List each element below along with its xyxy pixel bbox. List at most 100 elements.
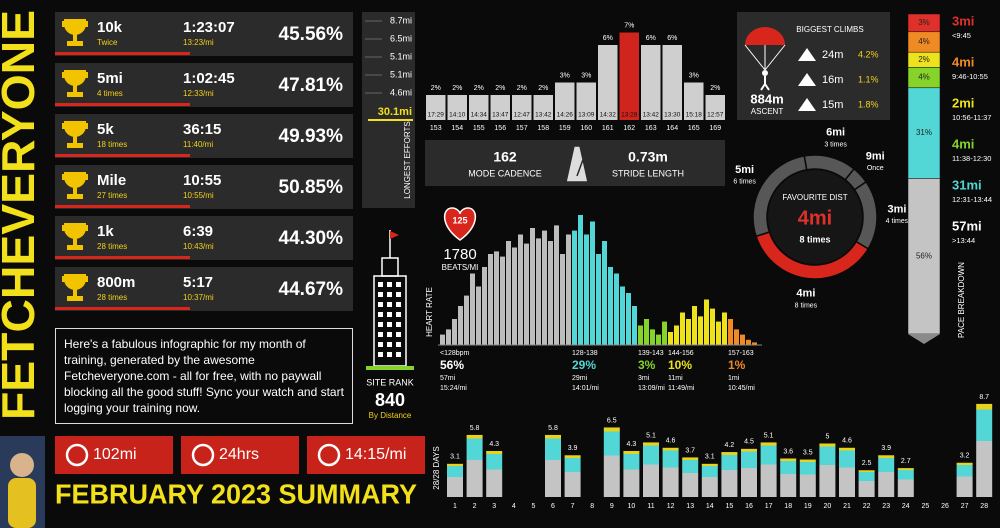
building-window (396, 292, 401, 297)
total-value: 14:15/mi (345, 446, 406, 463)
day-bar (799, 459, 816, 497)
pace-pct: 56% (916, 251, 932, 260)
record-underline (55, 205, 190, 208)
record-pace: 10:37/mi (183, 293, 214, 302)
climb-height: 16m (822, 74, 843, 86)
trophy-cup (62, 223, 88, 239)
day-bar (643, 442, 659, 497)
site-rank-label: SITE RANK (366, 377, 414, 387)
cadence-bar (576, 82, 596, 120)
building-window (378, 352, 383, 357)
building-window (396, 342, 401, 347)
building-window (396, 312, 401, 317)
zone-pace: 11:49/mi (668, 385, 695, 392)
day-label: 9 (610, 503, 614, 510)
zone-pct: 29% (572, 358, 596, 372)
building-window (378, 322, 383, 327)
ascent-value: 884m (750, 91, 783, 106)
heart-rate-bar (566, 234, 571, 345)
day-label: 13 (686, 503, 694, 510)
building-window (378, 342, 383, 347)
zone-pace: 13:09/mi (638, 385, 665, 392)
donut-distance: 6mi (826, 127, 845, 139)
favourite-title: FAVOURITE DIST (782, 193, 847, 202)
trophy-stem (73, 34, 77, 41)
building-window (396, 332, 401, 337)
heart-rate-bar (674, 325, 679, 345)
day-value: 3.7 (685, 447, 695, 454)
heart-rate-bar (512, 247, 517, 345)
pace-range: 9:46-10:55 (952, 72, 988, 81)
record-percent: 47.81% (279, 75, 344, 96)
record-name: 5mi (97, 70, 123, 87)
day-value: 5 (825, 433, 829, 440)
pace-column-base (908, 334, 940, 344)
day-bar (721, 452, 738, 497)
day-bar (545, 434, 561, 497)
record-name: 5k (97, 121, 114, 138)
climb-height: 24m (822, 49, 843, 61)
heart-rate-bar (500, 256, 505, 345)
record-time: 10:55 (183, 172, 221, 189)
effort-axis-label: LONGEST EFFORTS (403, 121, 412, 199)
cadence-pace: 13:42 (643, 112, 660, 119)
trophy-base (67, 296, 83, 301)
cadence-bpm: 164 (666, 125, 678, 132)
day-label: 12 (667, 503, 675, 510)
cadence-pace: 14:32 (600, 112, 617, 119)
pace-range: 10:56-11:37 (952, 113, 991, 122)
building-window (378, 302, 383, 307)
cadence-bpm: 161 (602, 125, 614, 132)
heart-rate-bar (686, 319, 691, 345)
day-value: 4.5 (744, 439, 754, 446)
total-box (181, 436, 299, 474)
climb-grade: 4.2% (858, 49, 879, 59)
trophy-icon (62, 19, 88, 46)
record-pace: 10:43/mi (183, 242, 214, 251)
cadence-bar (555, 82, 575, 120)
zone-pct: 3% (638, 358, 656, 372)
record-count: 4 times (97, 89, 123, 98)
trophy-cup (62, 274, 88, 290)
heart-rate-bar (632, 306, 637, 345)
day-bar (701, 463, 718, 497)
favourite-distance: 4mi (798, 207, 832, 229)
heart-rate-bar (476, 286, 481, 345)
pace-range: 12:31-13:44 (952, 195, 992, 204)
donut-distance: 3mi (887, 203, 906, 215)
building-window (378, 292, 383, 297)
day-label: 22 (863, 503, 871, 510)
cadence-pct: 6% (603, 35, 613, 42)
heart-rate-bar (614, 273, 619, 345)
heart-rate-bar (650, 329, 655, 345)
heart-rate-bar (446, 329, 451, 345)
day-value: 3.9 (568, 445, 578, 452)
donut-distance: 4mi (796, 287, 815, 299)
day-bar (741, 448, 757, 497)
heart-rate-bar (752, 342, 757, 345)
mode-cadence: 162 (493, 149, 517, 165)
donut-distance: 9mi (866, 150, 885, 162)
climb-grade: 1.8% (858, 99, 879, 109)
day-bar (878, 455, 895, 497)
heart-rate-bar (746, 339, 751, 345)
cadence-pct: 7% (624, 22, 634, 29)
cadence-pct: 2% (538, 85, 548, 92)
pace-pct: 4% (918, 37, 930, 46)
climb-height: 15m (822, 99, 843, 111)
day-bar (839, 447, 855, 497)
pace-axis-label: PACE BREAKDOWN (957, 262, 966, 338)
heart-rate-bar (554, 225, 559, 345)
cadence-bpm: 162 (623, 125, 635, 132)
heart-rate-bar (464, 295, 469, 345)
day-bar (897, 468, 914, 497)
cadence-bar (641, 45, 661, 120)
zone-range: 144-156 (668, 350, 694, 357)
building-window (396, 322, 401, 327)
heart-icon (444, 207, 476, 241)
day-label: 17 (765, 503, 773, 510)
zone-distance: 3mi (638, 375, 650, 382)
cadence-pace: 17:29 (428, 112, 445, 119)
day-bar (466, 434, 483, 497)
